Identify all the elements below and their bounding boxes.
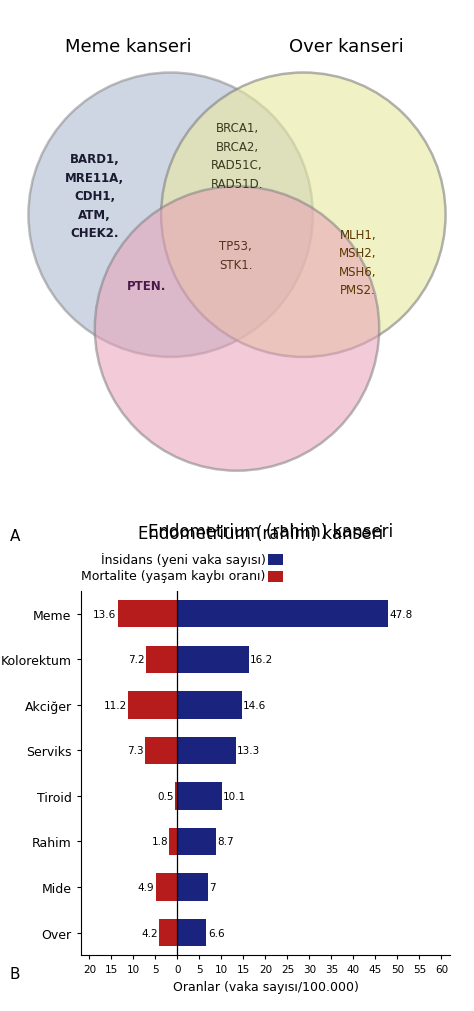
Bar — [177, 646, 249, 673]
Text: 14.6: 14.6 — [243, 701, 266, 710]
Text: 8.7: 8.7 — [217, 837, 234, 846]
Text: Meme kanseri: Meme kanseri — [64, 38, 191, 56]
Text: Endometrium (rahim) kanseri: Endometrium (rahim) kanseri — [147, 523, 393, 541]
Text: 7.3: 7.3 — [128, 746, 144, 755]
Circle shape — [95, 187, 379, 471]
Text: 1.8: 1.8 — [152, 837, 168, 846]
Text: Over kanseri: Over kanseri — [289, 38, 403, 56]
Bar — [177, 828, 216, 855]
Text: 47.8: 47.8 — [389, 610, 412, 619]
Bar — [177, 601, 388, 628]
Bar — [177, 692, 242, 719]
Circle shape — [28, 74, 313, 358]
Text: 6.6: 6.6 — [208, 928, 224, 937]
Text: Mortalite (yaşam kaybı oranı): Mortalite (yaşam kaybı oranı) — [81, 570, 265, 582]
Circle shape — [161, 74, 446, 358]
Text: 16.2: 16.2 — [250, 655, 273, 664]
Bar — [177, 737, 236, 764]
Text: 0.5: 0.5 — [157, 792, 174, 801]
Bar — [175, 783, 177, 810]
Text: MLH1,
MSH2,
MSH6,
PMS2.: MLH1, MSH2, MSH6, PMS2. — [339, 228, 377, 297]
Text: Endometrium (rahim) kanseri: Endometrium (rahim) kanseri — [138, 525, 383, 543]
Text: 13.3: 13.3 — [237, 746, 261, 755]
Bar — [159, 919, 177, 946]
Bar — [177, 874, 208, 901]
Text: PTEN.: PTEN. — [127, 280, 167, 293]
Text: BRCA1,
BRCA2,
RAD51C,
RAD51D.: BRCA1, BRCA2, RAD51C, RAD51D. — [211, 122, 263, 190]
Bar — [177, 919, 207, 946]
Bar — [118, 601, 177, 628]
Text: BARD1,
MRE11A,
CDH1,
ATM,
CHEK2.: BARD1, MRE11A, CDH1, ATM, CHEK2. — [65, 153, 124, 240]
Bar — [145, 737, 177, 764]
X-axis label: Oranlar (vaka sayısı/100.000): Oranlar (vaka sayısı/100.000) — [173, 980, 358, 993]
Text: 7.2: 7.2 — [128, 655, 145, 664]
Text: İnsidans (yeni vaka sayısı): İnsidans (yeni vaka sayısı) — [100, 552, 265, 566]
Text: 4.2: 4.2 — [141, 928, 157, 937]
Text: 13.6: 13.6 — [93, 610, 116, 619]
Bar — [128, 692, 177, 719]
Bar — [146, 646, 177, 673]
Text: 4.9: 4.9 — [138, 883, 155, 892]
Text: 10.1: 10.1 — [223, 792, 246, 801]
Bar — [170, 828, 177, 855]
Text: TP53,
STK1.: TP53, STK1. — [219, 240, 252, 272]
Text: 11.2: 11.2 — [103, 701, 127, 710]
Text: B: B — [9, 966, 20, 981]
Bar — [177, 783, 222, 810]
Text: 7: 7 — [210, 883, 216, 892]
Text: A: A — [9, 529, 20, 544]
Bar — [156, 874, 177, 901]
